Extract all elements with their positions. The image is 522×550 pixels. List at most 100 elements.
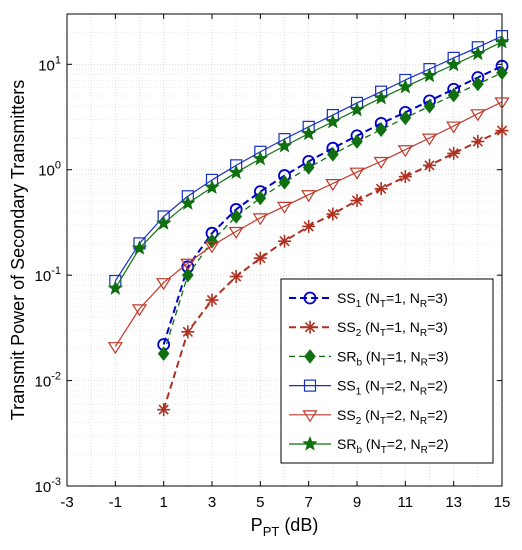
data-point [107, 342, 123, 355]
data-point [302, 160, 315, 175]
data-point [229, 270, 243, 284]
legend-label: SS1 (NT=2, NR=2) [337, 378, 448, 398]
legend-marker [303, 320, 317, 334]
data-point [278, 234, 291, 248]
x-tick-label: 9 [353, 494, 361, 511]
legend-label: SS2 (NT=2, NR=2) [337, 407, 448, 427]
data-point [494, 33, 510, 49]
data-point [252, 150, 269, 166]
data-point [206, 233, 218, 249]
x-tick-label: 7 [304, 494, 312, 511]
data-point [157, 346, 170, 361]
y-axis-label: Transmit Power of Secondary Transmitters [8, 80, 28, 420]
data-point [204, 179, 220, 194]
data-point [155, 215, 172, 230]
data-point [278, 174, 291, 190]
data-point [445, 56, 462, 72]
data-point [107, 280, 124, 295]
data-point [446, 121, 462, 134]
data-point [276, 137, 293, 153]
data-point [302, 219, 316, 233]
data-point [349, 167, 365, 180]
series-2 [157, 124, 509, 417]
data-point [326, 147, 339, 162]
data-point [423, 158, 436, 172]
legend-marker [302, 410, 318, 423]
data-point [180, 195, 196, 210]
y-tick-label: 10-1 [35, 265, 61, 285]
x-tick-label: 13 [445, 494, 462, 511]
data-point [131, 304, 148, 317]
legend-label: SS1 (NT=1, NR=3) [337, 290, 448, 310]
data-point [351, 134, 363, 149]
data-point [470, 109, 486, 122]
legend: SS1 (NT=1, NR=3) SS2 (NT=1, NR=3) SRb (NT=… [280, 278, 494, 464]
x-tick-label: 11 [398, 494, 414, 511]
data-point [156, 278, 172, 291]
x-tick-label: 5 [256, 494, 264, 511]
data-point [301, 190, 317, 203]
data-point [181, 267, 194, 283]
data-point [374, 182, 388, 196]
x-tick-label: 3 [208, 494, 216, 511]
x-tick-label: -3 [60, 494, 73, 511]
x-tick-label: 1 [159, 494, 167, 511]
y-tick-label: 10-3 [35, 476, 61, 496]
data-point [205, 293, 219, 307]
data-point [496, 65, 508, 81]
data-point [253, 251, 267, 265]
x-axis-label: PPT (dB) [251, 515, 319, 539]
y-axis: 10-3 10-2 10-1 100 101 [35, 54, 502, 496]
data-point [204, 241, 220, 254]
series-6 [107, 33, 510, 295]
series-layer [107, 30, 510, 417]
data-point [228, 226, 244, 240]
y-tick-label: 100 [38, 160, 61, 180]
data-point [373, 156, 389, 170]
y-tick-label: 101 [38, 54, 61, 74]
legend-marker [303, 379, 317, 392]
data-point [373, 89, 389, 105]
plot-frame [66, 13, 503, 487]
data-point [471, 76, 484, 92]
data-point [180, 258, 196, 271]
legend-marker [302, 435, 318, 451]
series-3 [157, 65, 508, 361]
data-point [252, 213, 268, 226]
legend-marker [304, 349, 316, 364]
data-point [495, 124, 509, 138]
data-point [349, 101, 365, 117]
data-point [325, 179, 341, 192]
data-point [230, 209, 243, 224]
data-point [421, 133, 438, 146]
data-point [398, 170, 412, 184]
data-point [276, 201, 293, 214]
data-point [157, 403, 171, 417]
data-point [228, 164, 244, 180]
data-point [421, 67, 438, 83]
data-point [397, 78, 414, 94]
legend-label: SRb (NT=1, NR=3) [337, 348, 449, 368]
data-point [397, 145, 413, 158]
y-tick-label: 10-2 [35, 371, 61, 391]
data-point [326, 207, 340, 221]
data-point [254, 190, 267, 206]
data-point [447, 146, 461, 160]
data-point [375, 122, 388, 137]
series-5 [107, 97, 510, 355]
legend-label: SS2 (NT=1, NR=3) [337, 319, 448, 339]
series-line [162, 65, 503, 345]
data-point [131, 240, 148, 255]
data-point [447, 87, 460, 103]
legend-marker [303, 291, 317, 305]
x-tick-label: 15 [494, 494, 511, 511]
data-point [181, 325, 195, 339]
legend-box [280, 278, 494, 464]
data-point [399, 110, 412, 126]
data-point [470, 45, 486, 61]
data-point [350, 194, 364, 208]
legend-label: SRb (NT=2, NR=2) [337, 436, 449, 456]
data-point [471, 135, 485, 149]
series-line [114, 101, 503, 347]
